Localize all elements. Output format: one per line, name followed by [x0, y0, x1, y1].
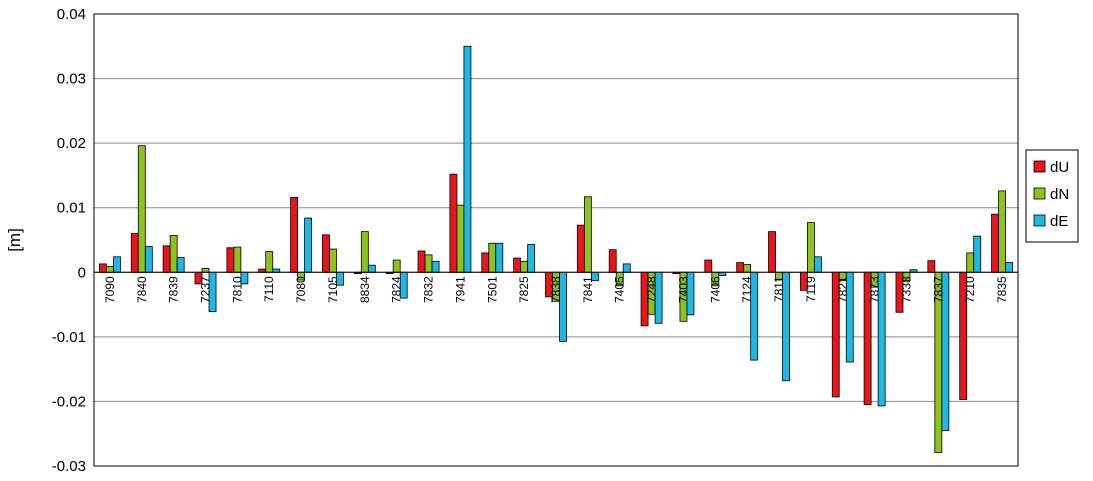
y-tick-label: 0.01	[57, 200, 86, 217]
x-tick-label: 7810	[230, 276, 244, 303]
legend-swatch-dE	[1033, 214, 1046, 227]
bar-dE-8834	[367, 264, 376, 273]
legend-label-dN: dN	[1050, 186, 1069, 203]
x-tick-label: 8834	[358, 276, 372, 303]
y-tick-label: -0.03	[52, 458, 86, 475]
bar-dN-7941	[456, 204, 465, 273]
bars	[99, 45, 1013, 453]
y-tick-label: 0.02	[57, 135, 86, 152]
y-tick-label: 0.04	[57, 6, 86, 23]
bar-dE-7405	[622, 263, 631, 273]
bar-dN-7090	[106, 266, 114, 273]
bar-dN-7839	[169, 235, 178, 273]
x-tick-label: 7110	[262, 276, 276, 302]
bar-dE-7825	[527, 244, 536, 273]
y-tick-label: 0	[78, 264, 86, 281]
x-tick-label: 7825	[517, 276, 531, 303]
x-tick-label: 7124	[740, 276, 754, 303]
bar-dU-7835	[991, 213, 999, 273]
bar-dU-7840	[130, 233, 139, 273]
bar-dN-7119	[806, 222, 815, 273]
bar-dN-7110	[265, 251, 274, 273]
bar-dN-7841	[583, 196, 592, 273]
bar-dU-7837	[927, 260, 936, 273]
bar-dU-7105	[322, 234, 330, 273]
legend-swatch-dN	[1033, 187, 1046, 200]
bar-dN-8834	[360, 231, 369, 273]
bar-dU-7839	[162, 245, 171, 273]
y-axis-ticks: 0.04 0.03 0.02 0.01 0 -0.01 -0.02 -0.03	[52, 6, 86, 475]
plot-frame	[93, 13, 1019, 467]
bar-dE-7080	[304, 217, 313, 273]
bar-dU-7832	[417, 250, 426, 273]
bar-dN-7237	[201, 268, 210, 273]
x-tick-label: 7832	[422, 276, 436, 303]
y-tick-label: 0.03	[57, 71, 86, 88]
x-tick-label: 7821	[836, 276, 850, 303]
x-tick-label: 7835	[995, 276, 1009, 303]
bar-dU-7501	[481, 252, 490, 273]
y-axis-label: [m]	[5, 228, 24, 252]
x-tick-label: 7501	[485, 276, 499, 303]
bar-dN-7810	[233, 246, 242, 273]
x-axis-ticks: 7090 7840 7839 7237 7810 7110 7080 7105 8834 7824…	[103, 276, 1009, 303]
x-tick-label: 7838	[549, 276, 563, 303]
bar-dU-7124	[736, 262, 745, 273]
bar-dU-7080	[290, 196, 298, 273]
bar-dN-7210	[966, 252, 975, 273]
bar-dN-7840	[137, 145, 146, 273]
bar-dU-7810	[226, 247, 235, 273]
x-tick-label: 7338	[899, 276, 913, 303]
bar-dN-7501	[488, 242, 497, 273]
bar-dE-7840	[144, 246, 153, 273]
x-tick-label: 7824	[390, 276, 404, 303]
x-tick-label: 7090	[103, 276, 117, 303]
bar-dE-7501	[495, 242, 504, 273]
y-tick-label: -0.02	[52, 393, 86, 410]
x-tick-label: 7837	[931, 276, 945, 303]
x-tick-label: 7839	[167, 276, 181, 303]
bar-dN-7832	[424, 254, 433, 273]
bar-dN-7835	[998, 190, 1006, 273]
bar-dN-7124	[743, 264, 752, 273]
x-tick-label: 7119	[804, 276, 818, 302]
bar-dU-7825	[513, 257, 522, 273]
bar-dE-7832	[431, 260, 440, 273]
x-tick-label: 7080	[294, 276, 308, 303]
x-tick-label: 7840	[135, 276, 149, 303]
bar-dE-7119	[814, 256, 822, 273]
bar-dE-7210	[973, 235, 982, 273]
x-tick-label: 7406	[708, 276, 722, 303]
bar-dN-7825	[520, 260, 529, 273]
bar-dE-7941	[463, 45, 472, 273]
bar-dE-7090	[113, 256, 121, 273]
x-tick-label: 7210	[963, 276, 977, 303]
bar-dU-7941	[449, 173, 458, 273]
bar-dU-7811	[768, 231, 776, 273]
bar-dE-7835	[1005, 262, 1013, 273]
x-tick-label: 7405	[613, 276, 627, 303]
x-tick-label: 7105	[326, 276, 340, 303]
x-tick-label: 7941	[453, 276, 467, 303]
bar-dU-7841	[576, 224, 585, 273]
bar-dU-7090	[99, 263, 107, 273]
y-tick-label: -0.01	[52, 329, 86, 346]
legend-swatch-dU	[1033, 160, 1046, 173]
bar-dE-7839	[176, 257, 185, 273]
x-tick-label: 7841	[581, 276, 595, 303]
x-tick-label: 7873	[868, 276, 882, 303]
bar-dN-7824	[392, 259, 401, 273]
legend-label-dU: dU	[1050, 159, 1069, 176]
x-tick-label: 7811	[772, 276, 786, 302]
legend: dU dN dE	[1025, 149, 1079, 243]
bar-dU-7405	[608, 249, 617, 273]
bar-dN-7105	[329, 248, 337, 273]
x-tick-label: 7403	[676, 276, 690, 303]
bar-dU-7406	[704, 259, 713, 273]
x-tick-label: 7248	[645, 276, 659, 303]
x-tick-label: 7237	[199, 276, 213, 303]
legend-label-dE: dE	[1050, 213, 1068, 230]
